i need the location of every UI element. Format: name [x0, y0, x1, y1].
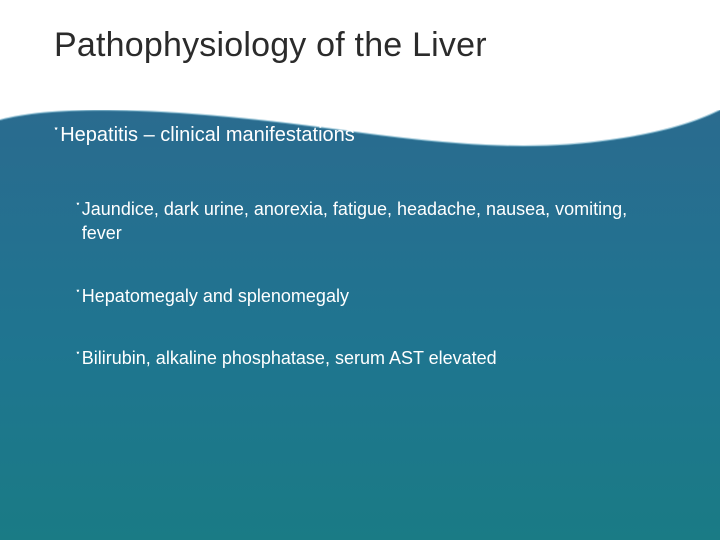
bullet-text: Jaundice, dark urine, anorexia, fatigue,…: [82, 197, 666, 246]
slide-content: ་ Hepatitis – clinical manifestations ་ …: [54, 122, 666, 380]
bullet-level2: ་ Bilirubin, alkaline phosphatase, serum…: [76, 346, 666, 370]
bullet-level2: ་ Hepatomegaly and splenomegaly: [76, 284, 666, 308]
bullet-glyph-icon: ་: [76, 346, 80, 370]
spacer: [54, 318, 666, 346]
slide: Pathophysiology of the Liver ་ Hepatitis…: [0, 0, 720, 540]
bullet-glyph-icon: ་: [76, 197, 80, 221]
bullet-text: Hepatitis – clinical manifestations: [60, 122, 666, 149]
spacer: [54, 159, 666, 197]
slide-title: Pathophysiology of the Liver: [54, 26, 487, 65]
bullet-level2: ་ Jaundice, dark urine, anorexia, fatigu…: [76, 197, 666, 246]
bullet-glyph-icon: ་: [76, 284, 80, 308]
bullet-glyph-icon: ་: [54, 122, 58, 149]
bullet-text: Hepatomegaly and splenomegaly: [82, 284, 666, 308]
bullet-text: Bilirubin, alkaline phosphatase, serum A…: [82, 346, 666, 370]
spacer: [54, 256, 666, 284]
bullet-level1: ་ Hepatitis – clinical manifestations: [54, 122, 666, 149]
